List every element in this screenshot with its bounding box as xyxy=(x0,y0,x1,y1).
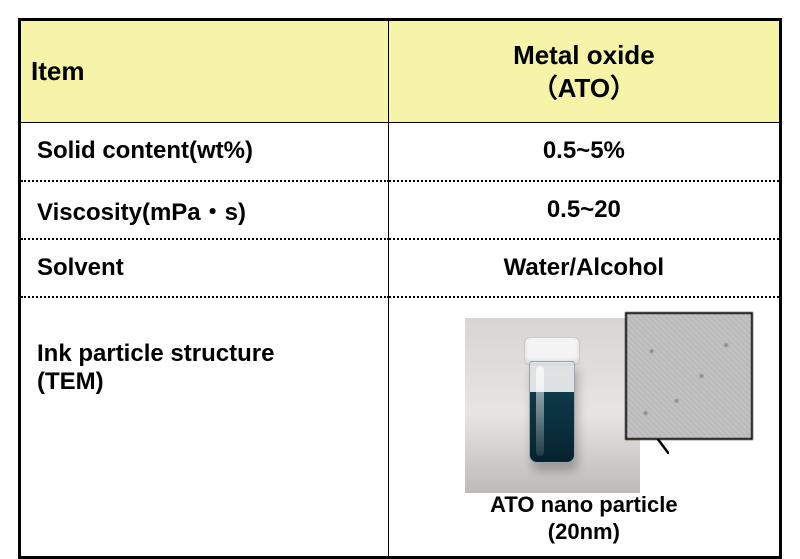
row-solvent: Solvent Water/Alcohol xyxy=(20,239,781,297)
properties-table: Item Metal oxide （ATO） Solid content(wt%… xyxy=(18,18,782,559)
tem-image-cell: ATO nano particle (20nm) xyxy=(388,297,780,558)
label-tem: Ink particle structure (TEM) xyxy=(20,297,389,558)
label-solvent: Solvent xyxy=(20,239,389,297)
value-solid-content: 0.5~5% xyxy=(388,123,780,181)
vial-icon xyxy=(526,343,578,468)
value-viscosity: 0.5~20 xyxy=(388,181,780,239)
value-solvent: Water/Alcohol xyxy=(388,239,780,297)
tem-micrograph xyxy=(625,312,753,440)
label-viscosity: Viscosity(mPa・s) xyxy=(20,181,389,239)
label-tem-text: Ink particle structure (TEM) xyxy=(37,340,274,395)
tem-figure: ATO nano particle (20nm) xyxy=(405,312,763,542)
label-solid-content: Solid content(wt%) xyxy=(20,123,389,181)
tem-caption: ATO nano particle (20nm) xyxy=(405,491,763,546)
header-row: Item Metal oxide （ATO） xyxy=(20,20,781,123)
vial-photo xyxy=(465,318,640,493)
row-solid-content: Solid content(wt%) 0.5~5% xyxy=(20,123,781,181)
header-value: Metal oxide （ATO） xyxy=(388,20,780,123)
header-item: Item xyxy=(20,20,389,123)
row-viscosity: Viscosity(mPa・s) 0.5~20 xyxy=(20,181,781,239)
row-tem: Ink particle structure (TEM) ATO nano pa… xyxy=(20,297,781,558)
